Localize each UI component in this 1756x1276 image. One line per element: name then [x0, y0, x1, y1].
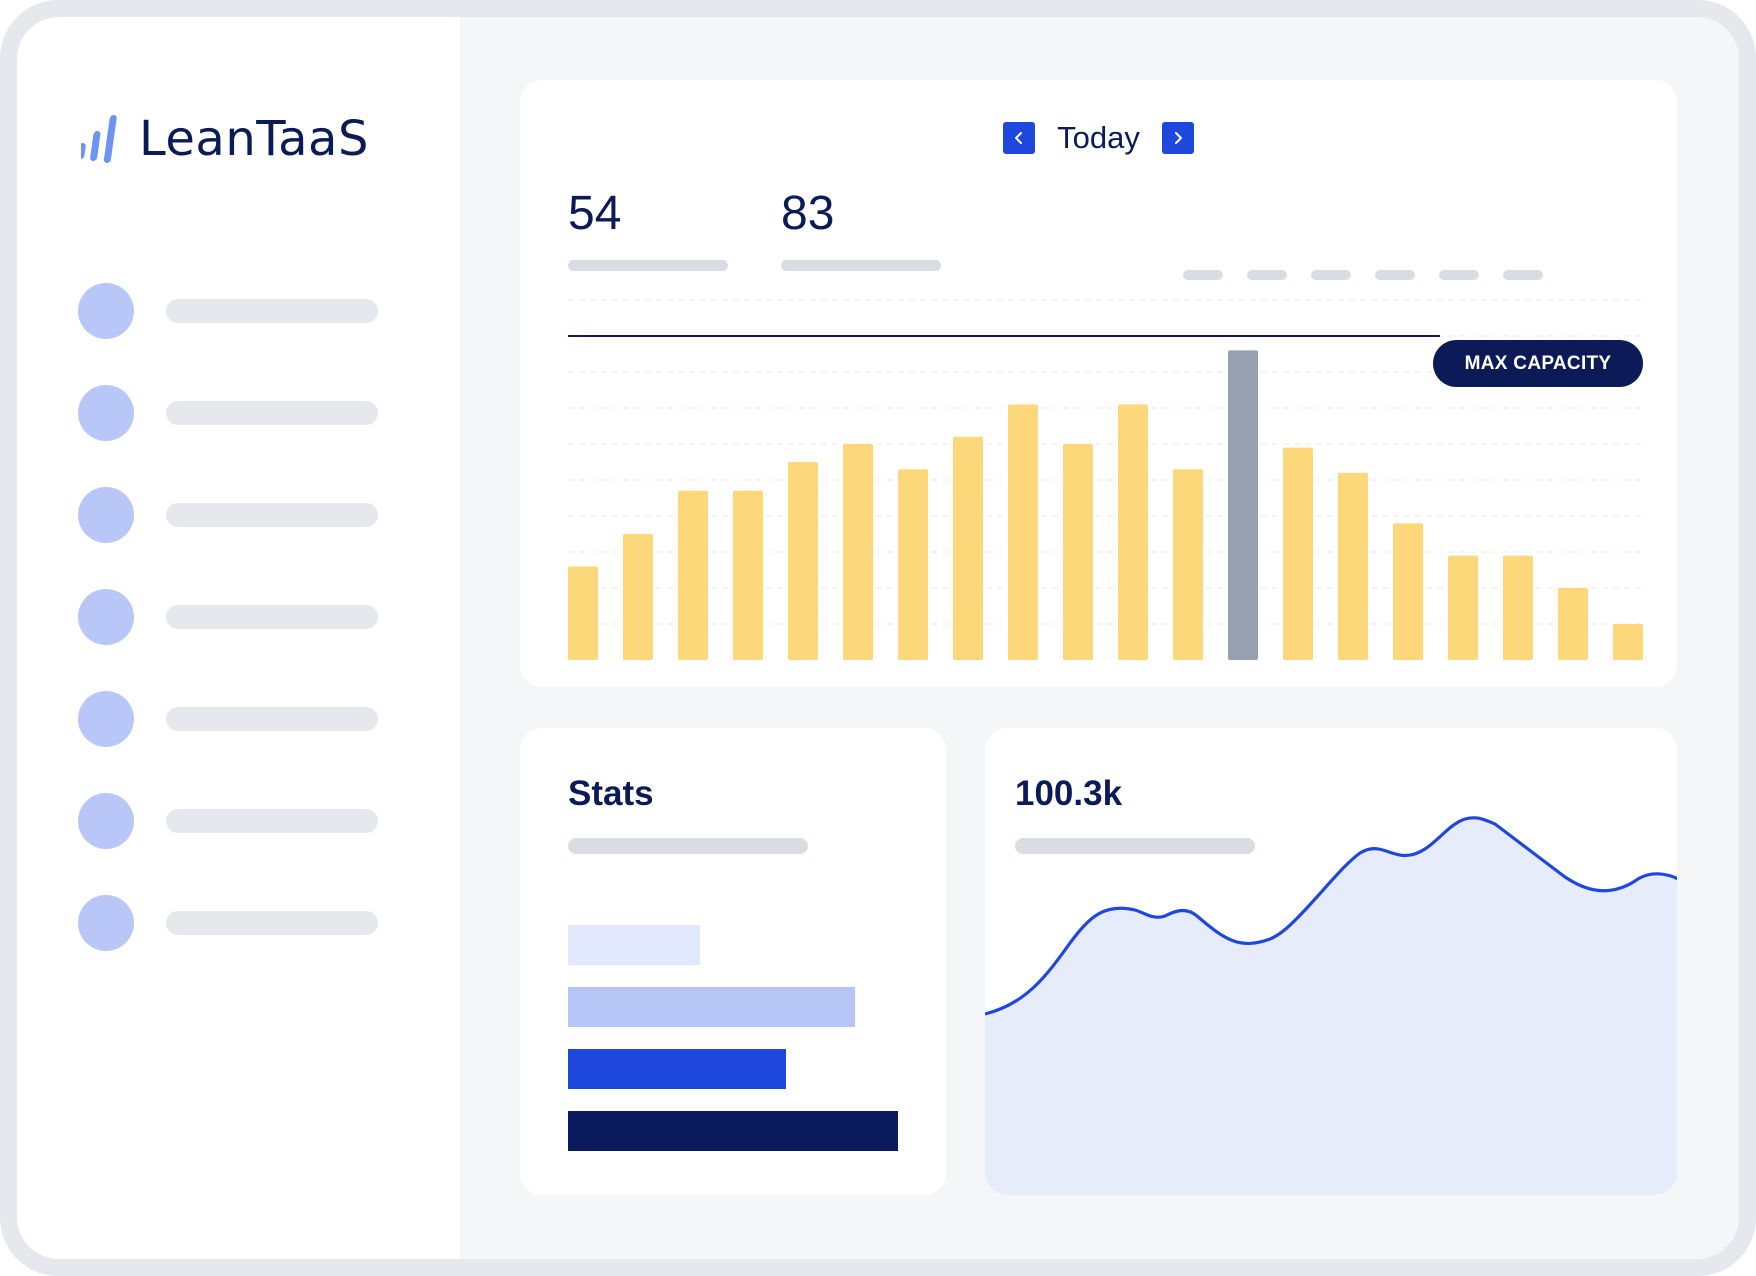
sidebar-item[interactable]	[78, 385, 398, 441]
area-subtitle-placeholder	[1015, 838, 1255, 854]
chart-bar[interactable]	[1503, 555, 1533, 660]
stats-bar	[568, 987, 855, 1027]
stats-card: Stats	[520, 728, 946, 1195]
sidebar-item-label-placeholder	[166, 299, 378, 323]
kpi-value: 54	[568, 187, 622, 240]
sidebar-item-avatar	[78, 589, 134, 645]
chart-bar[interactable]	[953, 436, 983, 660]
legend-placeholder	[1439, 270, 1479, 280]
sidebar-item[interactable]	[78, 793, 398, 849]
date-label: Today	[1057, 120, 1140, 155]
kpi-1: 54	[568, 190, 728, 271]
area-fill	[985, 817, 1677, 1195]
chevron-right-icon	[1174, 132, 1182, 144]
bar-chart-logo-icon	[81, 115, 117, 163]
highlighted-bar[interactable]	[1228, 350, 1258, 660]
chart-bar[interactable]	[1008, 404, 1038, 660]
capacity-chart-card: Today 54 83 MAX CAPACITY	[520, 80, 1677, 687]
stats-subtitle-placeholder	[568, 838, 808, 854]
chart-bar[interactable]	[843, 444, 873, 660]
chart-bar[interactable]	[788, 462, 818, 660]
next-day-button[interactable]	[1161, 122, 1194, 154]
chart-bar[interactable]	[1283, 447, 1313, 660]
kpi-2: 83	[781, 190, 941, 271]
brand-logo[interactable]: LeanTaaS	[81, 109, 369, 169]
kpi-label-placeholder	[568, 260, 728, 271]
sidebar-item-label-placeholder	[166, 707, 378, 731]
sidebar-item-label-placeholder	[166, 401, 378, 425]
brand-name: LeanTaaS	[139, 111, 369, 167]
chevron-left-icon	[1015, 132, 1023, 144]
stats-bar	[568, 1049, 786, 1089]
sidebar-item[interactable]	[78, 283, 398, 339]
bar-chart	[568, 299, 1643, 660]
legend-placeholder	[1247, 270, 1287, 280]
kpi-label-placeholder	[781, 260, 941, 271]
stats-bar	[568, 925, 700, 965]
chart-bar[interactable]	[1393, 523, 1423, 660]
chart-bar[interactable]	[1338, 472, 1368, 660]
sidebar: LeanTaaS	[17, 17, 460, 1259]
chart-bar[interactable]	[1558, 588, 1588, 660]
chart-bar[interactable]	[623, 534, 653, 660]
chart-bar[interactable]	[1613, 624, 1643, 660]
sidebar-item-avatar	[78, 283, 134, 339]
chart-bar[interactable]	[1063, 444, 1093, 660]
app-screen: LeanTaaS Today 54 83	[17, 17, 1739, 1259]
legend-placeholder	[1311, 270, 1351, 280]
legend-placeholder	[1503, 270, 1543, 280]
chart-bar[interactable]	[1448, 555, 1478, 660]
chart-bar[interactable]	[733, 490, 763, 660]
sidebar-item-label-placeholder	[166, 809, 378, 833]
chart-bar[interactable]	[1173, 469, 1203, 660]
sidebar-item-label-placeholder	[166, 911, 378, 935]
chart-bar[interactable]	[898, 469, 928, 660]
kpi-value: 83	[781, 187, 835, 240]
stats-title: Stats	[568, 774, 654, 813]
legend-placeholder	[1183, 270, 1223, 280]
chart-bar[interactable]	[1118, 404, 1148, 660]
area-value: 100.3k	[1015, 774, 1123, 813]
sidebar-item-avatar	[78, 691, 134, 747]
sidebar-item-avatar	[78, 895, 134, 951]
sidebar-item-avatar	[78, 793, 134, 849]
area-chart	[985, 816, 1677, 1195]
legend-placeholder	[1375, 270, 1415, 280]
area-chart-card: 100.3k	[985, 728, 1677, 1195]
chart-bar[interactable]	[568, 566, 598, 660]
sidebar-item[interactable]	[78, 895, 398, 951]
sidebar-item-avatar	[78, 487, 134, 543]
max-capacity-badge: MAX CAPACITY	[1433, 340, 1643, 387]
previous-day-button[interactable]	[1003, 122, 1036, 154]
sidebar-item-label-placeholder	[166, 503, 378, 527]
date-navigator: Today	[520, 120, 1677, 156]
sidebar-item[interactable]	[78, 589, 398, 645]
chart-bar[interactable]	[678, 490, 708, 660]
sidebar-item[interactable]	[78, 487, 398, 543]
stats-bar	[568, 1111, 898, 1151]
sidebar-item-avatar	[78, 385, 134, 441]
area-line	[985, 816, 1677, 1016]
sidebar-item-label-placeholder	[166, 605, 378, 629]
sidebar-item[interactable]	[78, 691, 398, 747]
